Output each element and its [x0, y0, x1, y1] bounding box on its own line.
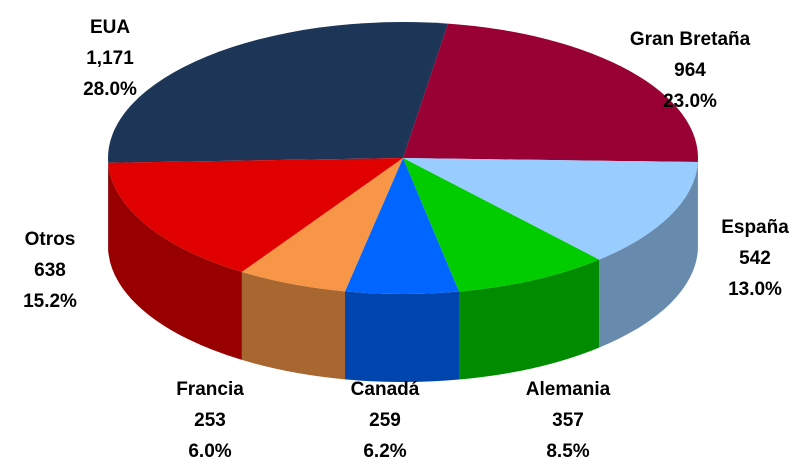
pie-side: [345, 291, 460, 382]
slice-label: España 542 13.0%: [721, 217, 789, 300]
pie-slice: [403, 23, 698, 163]
value-label: 542: [739, 248, 771, 269]
pie-side: [241, 271, 346, 380]
slice-label: Francia 253 6.0%: [176, 379, 244, 462]
pie-slice: [403, 158, 698, 260]
slice-label: Canadá 259 6.2%: [351, 379, 420, 462]
percentage-label: 8.5%: [546, 441, 589, 462]
value-label: 357: [552, 410, 584, 431]
percentage-label: 13.0%: [728, 279, 782, 300]
category-label: España: [721, 217, 789, 238]
pie-slice: [107, 22, 448, 163]
slice-label: Otros 638 15.2%: [23, 229, 77, 312]
value-label: 964: [674, 60, 706, 81]
category-label: Francia: [176, 379, 244, 400]
category-label: Alemania: [526, 379, 611, 400]
category-label: Gran Bretaña: [630, 29, 751, 50]
slice-label: EUA 1,171 28.0%: [83, 17, 137, 100]
percentage-label: 6.2%: [363, 441, 406, 462]
pie-side: [459, 259, 600, 380]
category-label: EUA: [90, 17, 130, 38]
category-label: Canadá: [351, 379, 420, 400]
percentage-label: 15.2%: [23, 291, 77, 312]
value-label: 638: [34, 260, 66, 281]
slice-label: Gran Bretaña 964 23.0%: [630, 29, 751, 112]
slice-label: Alemania 357 8.5%: [526, 379, 611, 462]
pie-side: [599, 162, 698, 348]
value-label: 253: [194, 410, 226, 431]
pie-slice: [403, 158, 600, 292]
category-label: Otros: [25, 229, 76, 250]
pie-slice: [345, 158, 460, 295]
value-label: 259: [369, 410, 401, 431]
pie-side: [108, 162, 242, 360]
percentage-label: 28.0%: [83, 79, 137, 100]
pie-slice: [108, 158, 404, 272]
percentage-label: 6.0%: [188, 441, 231, 462]
value-label: 1,171: [86, 48, 134, 69]
pie-slice: [241, 158, 403, 292]
percentage-label: 23.0%: [663, 91, 717, 112]
